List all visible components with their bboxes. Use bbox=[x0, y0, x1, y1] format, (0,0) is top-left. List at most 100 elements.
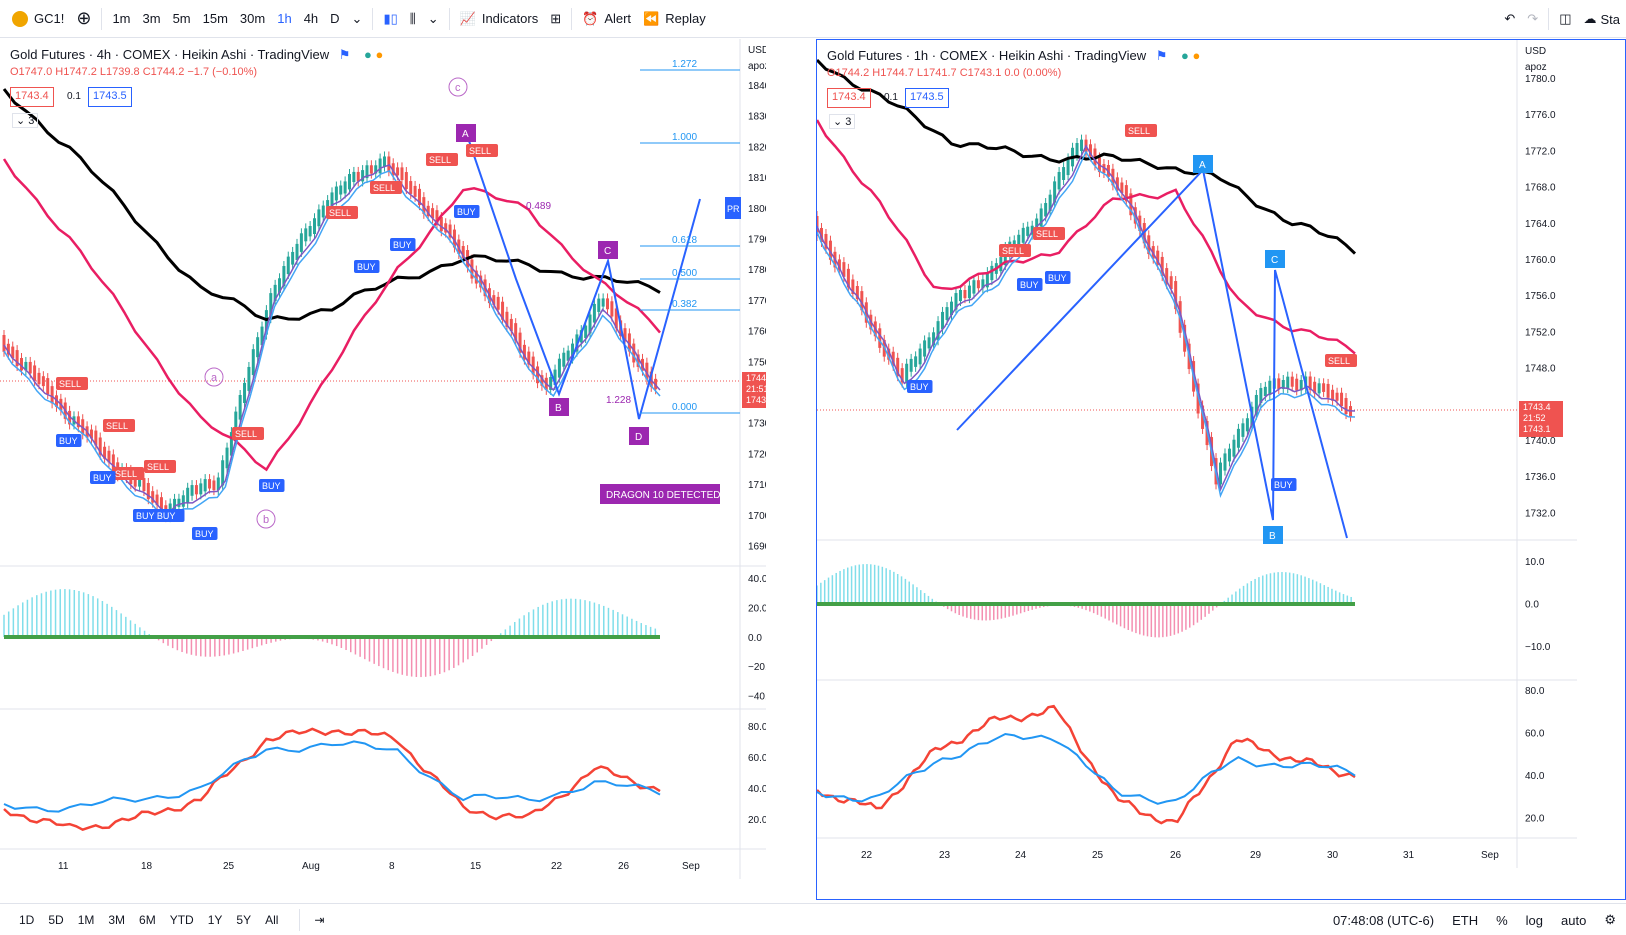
layout-icon[interactable]: ◫ bbox=[1559, 11, 1572, 26]
price-tick-label: 1776.0 bbox=[1525, 110, 1556, 121]
signal-badge-bg bbox=[426, 153, 458, 166]
interval-dropdown-icon[interactable]: ⌄ bbox=[351, 10, 363, 26]
rsi-red-line bbox=[3, 727, 661, 832]
candle-body bbox=[1286, 376, 1290, 389]
range-1d[interactable]: 1D bbox=[19, 912, 35, 927]
rsi-tick-label: 60.0 bbox=[1525, 729, 1545, 740]
price-tick-label: 1756.0 bbox=[1525, 291, 1556, 302]
rsi-red-line bbox=[817, 704, 1356, 825]
interval-30m[interactable]: 30m bbox=[239, 11, 266, 26]
candle-body bbox=[50, 386, 54, 404]
go-to-date-icon[interactable]: ⇥ bbox=[314, 912, 325, 927]
indicators-button[interactable]: 📈 Indicators bbox=[454, 5, 545, 33]
pattern-point-label: C bbox=[1271, 255, 1278, 266]
signal-badge: SELL bbox=[59, 379, 81, 389]
chart-type-dropdown-icon[interactable]: ⌄ bbox=[427, 10, 439, 26]
candle-body bbox=[837, 259, 841, 271]
candle-body bbox=[492, 295, 496, 305]
ma-black-line bbox=[2, 88, 661, 322]
interval-1m[interactable]: 1m bbox=[112, 11, 131, 26]
range-1y[interactable]: 1Y bbox=[207, 912, 223, 927]
range-1m[interactable]: 1M bbox=[77, 912, 95, 927]
range-ytd[interactable]: YTD bbox=[169, 912, 194, 927]
time-tick-label: 18 bbox=[141, 861, 153, 872]
candle-body bbox=[496, 296, 500, 310]
interval-5m[interactable]: 5m bbox=[172, 11, 191, 26]
signal-badge-bg bbox=[133, 509, 185, 522]
right-chart-pane[interactable]: USD apoz 1780.0 1776.0 1772.0 1768.0 1764.0 176… bbox=[816, 39, 1626, 900]
range-all[interactable]: All bbox=[265, 912, 279, 927]
clock-display[interactable]: 07:48:08 (UTC-6) bbox=[1332, 912, 1435, 928]
signal-badge-bg bbox=[907, 380, 933, 393]
left-indicators-collapse-button[interactable]: ⌄ 3 bbox=[12, 113, 39, 128]
heikin-ashi-icon[interactable]: ⫼ bbox=[409, 10, 416, 26]
range-5y[interactable]: 5Y bbox=[236, 912, 252, 927]
left-chart-title-text: Gold Futures · 4h · COMEX · Heikin Ashi … bbox=[10, 47, 330, 62]
right-indicators-collapse-button[interactable]: ⌄ 3 bbox=[829, 114, 856, 129]
undo-icon[interactable]: ↶ bbox=[1504, 11, 1516, 26]
compare-symbol-button[interactable]: ⊕ bbox=[76, 8, 92, 28]
signal-badge-bg bbox=[1271, 478, 1297, 491]
candle-body bbox=[68, 410, 72, 425]
top-toolbar: GC1! ⊕ 1m 3m 5m 15m 30m 1h 4h D ⌄ ▮▯ ⫼ ⌄… bbox=[0, 0, 1626, 38]
candle-body bbox=[291, 251, 295, 265]
candle-body bbox=[238, 394, 242, 420]
interval-15m[interactable]: 15m bbox=[202, 11, 228, 26]
candle-body bbox=[146, 482, 150, 500]
candle-body bbox=[304, 228, 308, 242]
candle-body bbox=[610, 301, 614, 317]
interval-1h[interactable]: 1h bbox=[277, 11, 292, 26]
price-tick-label: 1748.0 bbox=[1525, 364, 1556, 375]
templates-icon[interactable]: ⊞ bbox=[550, 10, 562, 26]
replay-button[interactable]: ⏪ Replay bbox=[637, 5, 712, 33]
pattern-point-label: A bbox=[1199, 160, 1206, 171]
range-5d[interactable]: 5D bbox=[48, 912, 64, 927]
candle-body bbox=[356, 171, 360, 182]
interval-4h[interactable]: 4h bbox=[303, 11, 319, 26]
candle-body bbox=[1115, 177, 1119, 191]
range-6m[interactable]: 6M bbox=[139, 912, 156, 927]
time-tick-label: 22 bbox=[551, 861, 563, 872]
log-scale-toggle[interactable]: log bbox=[1525, 912, 1544, 928]
candle-body bbox=[361, 170, 365, 182]
candle-body bbox=[1044, 203, 1048, 217]
candle-body bbox=[234, 411, 238, 441]
candle-body bbox=[194, 485, 198, 495]
candles-type-icon[interactable]: ▮▯ bbox=[383, 10, 398, 26]
detection-badge-bg bbox=[600, 484, 720, 504]
session-toggle[interactable]: ETH bbox=[1452, 912, 1479, 928]
cloud-save-button[interactable]: ☁ Sta bbox=[1577, 5, 1626, 33]
candle-body bbox=[1290, 376, 1294, 387]
time-tick-label: 24 bbox=[1015, 850, 1027, 861]
redo-icon[interactable]: ↷ bbox=[1527, 11, 1539, 26]
candle-body bbox=[413, 185, 417, 197]
candle-body bbox=[216, 477, 220, 491]
candle-body bbox=[636, 354, 640, 367]
symbol-search-button[interactable]: GC1! bbox=[6, 5, 70, 33]
left-buy-button[interactable]: 1743.5 bbox=[88, 87, 132, 107]
left-sell-button[interactable]: 1743.4 bbox=[10, 87, 54, 107]
interval-3m[interactable]: 3m bbox=[142, 11, 161, 26]
candle-body bbox=[972, 280, 976, 294]
interval-d[interactable]: D bbox=[330, 11, 340, 26]
settings-gear-icon[interactable]: ⚙ bbox=[1604, 912, 1616, 927]
right-chart-title-text: Gold Futures · 1h · COMEX · Heikin Ashi … bbox=[827, 48, 1147, 63]
price-tick-label: 1790.0 bbox=[748, 235, 766, 246]
percent-scale-toggle[interactable]: % bbox=[1496, 912, 1508, 928]
osc-tick-label: 0.0 bbox=[1525, 600, 1539, 611]
price-tick-label: 1690.0 bbox=[748, 542, 766, 553]
candle-body bbox=[566, 350, 570, 361]
price-tick-label: 1810.0 bbox=[748, 173, 766, 184]
toolbar-divider bbox=[299, 908, 301, 931]
left-chart-pane[interactable]: USDapoz1840.01830.01820.01810.01800.0179… bbox=[0, 39, 766, 900]
auto-scale-toggle[interactable]: auto bbox=[1561, 912, 1587, 928]
left-chart-canvas[interactable]: USDapoz1840.01830.01820.01810.01800.0179… bbox=[0, 39, 766, 900]
range-3m[interactable]: 3M bbox=[108, 912, 126, 927]
right-sell-button[interactable]: 1743.4 bbox=[827, 88, 871, 108]
candle-body bbox=[107, 450, 111, 463]
candle-body bbox=[37, 372, 41, 385]
alert-button[interactable]: ⏰ Alert bbox=[576, 5, 637, 33]
right-buy-button[interactable]: 1743.5 bbox=[905, 88, 949, 108]
candle-body bbox=[1254, 394, 1258, 415]
